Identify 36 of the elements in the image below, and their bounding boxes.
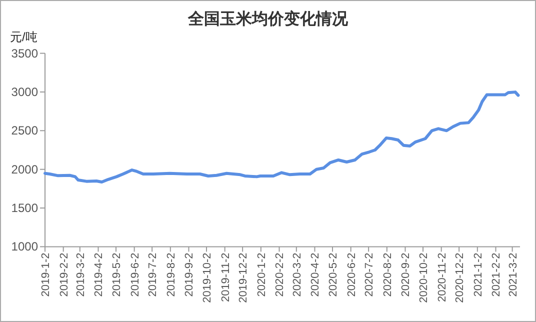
x-tick-label: 2020-2-2 [274, 252, 286, 297]
y-tick-label: 3500 [11, 46, 38, 60]
x-tick-label: 2019-8-2 [165, 252, 178, 297]
x-tick-label: 2020-8-2 [382, 252, 394, 297]
x-tick-label: 2020-5-2 [327, 252, 340, 297]
x-tick-label: 2021-3-2 [507, 252, 520, 297]
x-tick-label: 2020-4-2 [310, 252, 322, 297]
x-tick-label: 2019-7-2 [147, 252, 160, 297]
x-tick-label: 2020-10-2 [418, 252, 430, 303]
x-tick-label: 2019-9-2 [184, 252, 196, 297]
y-tick-label: 1500 [11, 201, 38, 216]
x-tick-label: 2019-6-2 [129, 252, 142, 297]
y-axis-title: 元/吨 [10, 30, 38, 44]
chart-title: 全国玉米均价变化情况 [187, 10, 349, 28]
x-tick-label: 2019-2-2 [58, 252, 70, 297]
y-tick-label: 3000 [11, 84, 38, 99]
x-tick-label: 2020-9-2 [400, 252, 412, 297]
x-tick-label: 2019-4-2 [93, 252, 106, 297]
y-tick-label: 2000 [11, 162, 38, 176]
x-tick-label: 2019-11-2 [220, 252, 232, 302]
x-tick-label: 2019-10-2 [201, 252, 214, 303]
x-tick-label: 2019-12-2 [238, 252, 250, 303]
x-tick-label: 2021-2-2 [490, 252, 503, 297]
x-tick-label: 2020-3-2 [291, 252, 304, 297]
x-tick-label: 2019-5-2 [110, 252, 123, 297]
y-tick-label: 2500 [11, 124, 38, 138]
x-tick-label: 2020-12-2 [454, 252, 466, 303]
line-series [44, 90, 520, 184]
x-tick-label: 2020-11-2 [436, 252, 448, 302]
x-tick-label: 2020-6-2 [346, 252, 358, 297]
x-tick-label: 2020-1-2 [256, 252, 268, 297]
x-tick-label: 2021-1-2 [472, 252, 484, 297]
y-tick-label: 1000 [11, 240, 38, 254]
x-tick-label: 2019-3-2 [74, 252, 87, 297]
x-tick-label: 2019-1-2 [40, 252, 52, 297]
x-tick-label: 2020-7-2 [364, 252, 376, 297]
